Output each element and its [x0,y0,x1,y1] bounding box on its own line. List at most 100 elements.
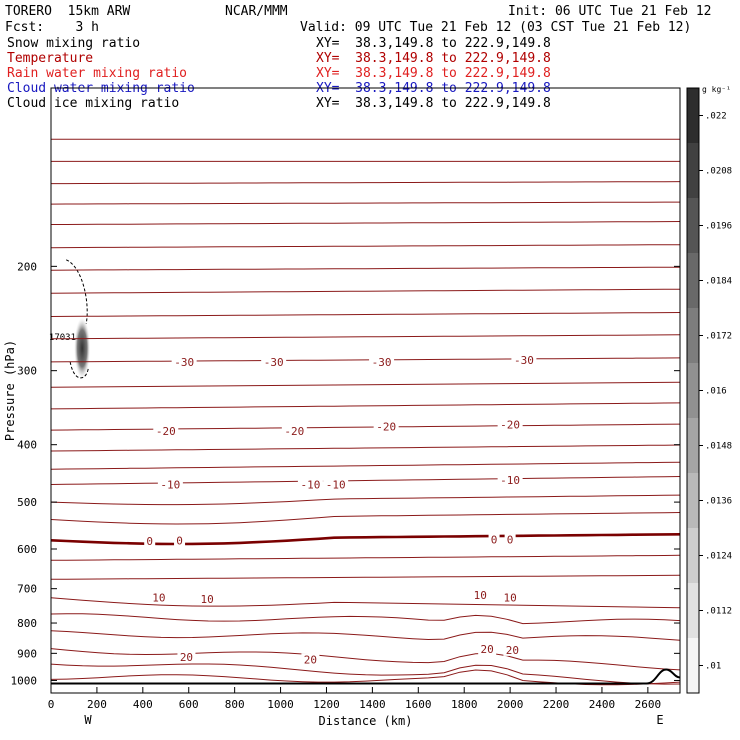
colorbar-segment [687,418,699,473]
isotherm-label: -10 [326,479,346,492]
isotherm-label: -20 [284,425,304,438]
isotherm-line [50,613,681,625]
isotherm-line [50,494,681,506]
colorbar-segment [687,308,699,363]
init-time: Init: 06 UTC Tue 21 Feb 12 [508,4,712,19]
isotherm-label: 0 [146,535,153,548]
x-tick-label: 0 [48,698,55,711]
colorbar-tick-label: .0172 [705,332,732,342]
colorbar-segment [687,473,699,528]
colorbar-tick-label: .0124 [705,552,732,562]
colorbar-segment [687,143,699,198]
x-tick-label: 1200 [313,698,340,711]
isotherm-line [50,201,680,205]
y-tick-label: 200 [17,260,37,273]
isotherm-label-bg [281,424,307,437]
x-tick-label: 600 [179,698,199,711]
isotherm-label: -30 [264,356,284,369]
isotherm-label: 10 [200,593,213,606]
isotherm-label-bg [478,643,497,656]
isotherm-line [50,381,681,388]
isotherm-label: -20 [376,421,396,434]
isotherm-label: 20 [506,644,519,657]
colorbar-tick-label: .0208 [705,167,732,177]
colorbar-segment [687,88,699,143]
colorbar-segment [687,583,699,638]
isotherm-label: 0 [507,533,514,546]
snow-dashed-contour [65,259,88,324]
colorbar-segment [687,528,699,583]
x-tick-label: 1600 [405,698,432,711]
y-tick-label: 1000 [11,674,38,687]
field-label-temperature: Temperature [7,51,94,66]
isotherm-line [50,312,681,317]
y-tick-label: 600 [17,543,37,556]
isotherm-label: -20 [500,419,520,432]
isotherm-label-bg [501,591,520,604]
org-label: NCAR/MMM [225,4,288,19]
cloud-ice-maximum [74,317,91,379]
isotherm-line [50,444,681,452]
isotherm-label: -10 [160,479,180,492]
isotherm-label: -30 [372,356,392,369]
colorbar-segment [687,198,699,253]
isotherm-line [51,181,681,185]
field-label-snow: Snow mixing ratio [7,36,141,51]
y-tick-label: 800 [17,617,37,630]
isotherm-label: 10 [503,592,516,605]
field-xy-temperature: XY= 38.3,149.8 to 222.9,149.8 [316,51,551,66]
colorbar-tick-label: .0148 [705,442,732,452]
isotherm-label-bg [171,355,197,368]
isotherm-line [50,554,681,561]
colorbar-segment [687,363,699,418]
model-title: TORERO 15km ARW [5,4,131,19]
colorbar-unit-label: g kg⁻¹ [702,85,731,94]
colorbar-tick-label: .016 [705,387,727,397]
isotherm-line [51,221,681,225]
isotherm-label-bg [488,533,500,546]
x-tick-label: 1800 [451,698,478,711]
field-xy-snow: XY= 38.3,149.8 to 222.9,149.8 [316,36,551,51]
isotherm-label: 0 [176,534,183,547]
isotherm-label: -20 [156,425,176,438]
field-xy-cloud-ice: XY= 38.3,149.8 to 222.9,149.8 [316,96,551,111]
isotherm-label-bg [301,653,320,666]
isotherm-label-bg [174,534,186,547]
isotherm-label: 10 [474,589,487,602]
isotherm-line [50,357,681,363]
x-tick-label: 2600 [635,698,662,711]
isotherm-line [50,288,681,294]
isotherm-label-bg [153,424,179,437]
isotherm-line [50,476,681,485]
x-tick-label: 2200 [543,698,570,711]
x-tick-label: 1400 [359,698,386,711]
isotherm-label-bg [144,535,156,548]
colorbar-segment [687,638,699,693]
x-tick-label: 200 [87,698,107,711]
y-tick-label: 500 [17,496,37,509]
isotherm-line [50,402,681,410]
isotherm-line [50,533,681,546]
isotherm-line [50,244,680,249]
field-label-cloud-ice: Cloud ice mixing ratio [7,96,180,111]
isotherm-label-bg [177,651,196,664]
snow-contour-label: 17031 [49,333,76,343]
x-tick-label: 1000 [267,698,294,711]
y-tick-label: 900 [17,647,37,660]
isotherm-label-bg [511,354,537,367]
plot-frame [50,87,681,694]
east-end-label: E [656,713,663,727]
isotherm-label: 10 [152,592,165,605]
isotherm-line [50,648,681,671]
isotherm-label: -30 [174,356,194,369]
isotherm-label-bg [369,355,395,368]
x-tick-label: 800 [225,698,245,711]
isotherm-label: -10 [300,479,320,492]
x-axis-label: Distance (km) [319,714,413,728]
colorbar-segment [687,253,699,308]
forecast-hour: Fcst: 3 h [5,20,99,35]
x-tick-label: 2000 [497,698,524,711]
isotherm-label: 0 [491,533,498,546]
colorbar-tick-label: .01 [705,662,721,672]
